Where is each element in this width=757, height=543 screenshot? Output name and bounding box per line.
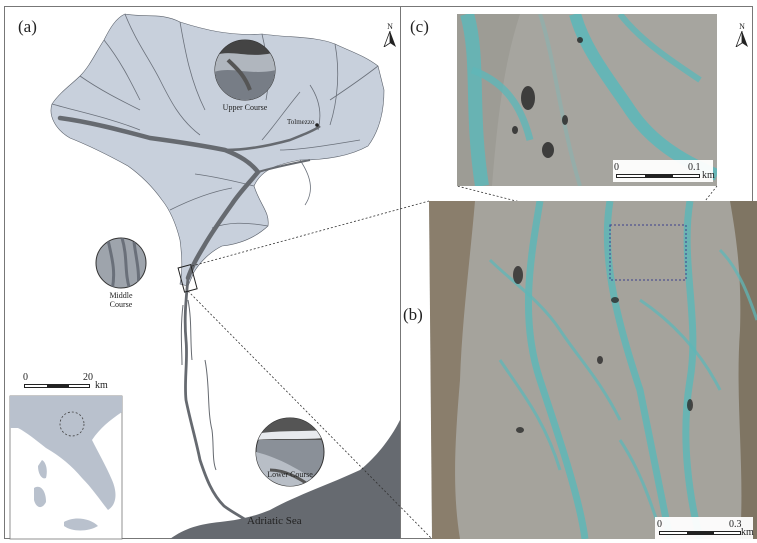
adriatic-sea: [170, 420, 400, 539]
town-label: Tolmezzo: [287, 118, 315, 126]
panel-label-a: (a): [18, 17, 37, 36]
sea-label: Adriatic Sea: [247, 515, 302, 527]
north-arrow-c: N: [735, 22, 749, 49]
tributaries: [51, 13, 379, 229]
panel-label-c: (c): [410, 17, 429, 36]
panel-divider: [400, 6, 401, 539]
middle-course-inset: [95, 237, 147, 289]
scale-start: 0: [23, 372, 28, 383]
upper-course-inset: [214, 39, 276, 101]
north-arrow-icon: [735, 30, 748, 49]
north-arrow-icon: [383, 30, 396, 49]
lower-river: [183, 276, 248, 522]
lower-course-label: Lower Course: [267, 470, 313, 479]
town-marker: [315, 123, 319, 127]
scale-unit: km: [95, 380, 108, 391]
panel-label-b: (b): [403, 305, 423, 324]
main-river: [57, 115, 261, 281]
scale-unit: km: [702, 170, 715, 181]
aerial-image-b: [429, 201, 757, 539]
scale-start: 0: [614, 162, 619, 173]
scale-bar-c: 0 0.1 km: [614, 162, 715, 188]
lower-course-inset: [255, 417, 325, 487]
upper-course-label: Upper Course: [222, 103, 268, 112]
italy-inset: [9, 395, 123, 540]
scale-bar-a: 0 20 km: [19, 372, 109, 398]
scale-end: 0.1: [688, 162, 701, 173]
scale-start: 0: [657, 519, 662, 530]
scale-unit: km: [741, 527, 754, 538]
aerial-image-c: [457, 14, 717, 186]
scale-end: 0.3: [729, 519, 742, 530]
north-arrow-label: N: [739, 22, 745, 31]
scale-end: 20: [83, 372, 93, 383]
north-arrow-label: N: [387, 22, 393, 31]
scale-bar-b: 0 0.3 km: [657, 519, 754, 541]
middle-course-marker: [177, 263, 198, 293]
middle-course-label: Middle Course: [109, 291, 133, 309]
north-arrow-a: N: [383, 22, 397, 49]
